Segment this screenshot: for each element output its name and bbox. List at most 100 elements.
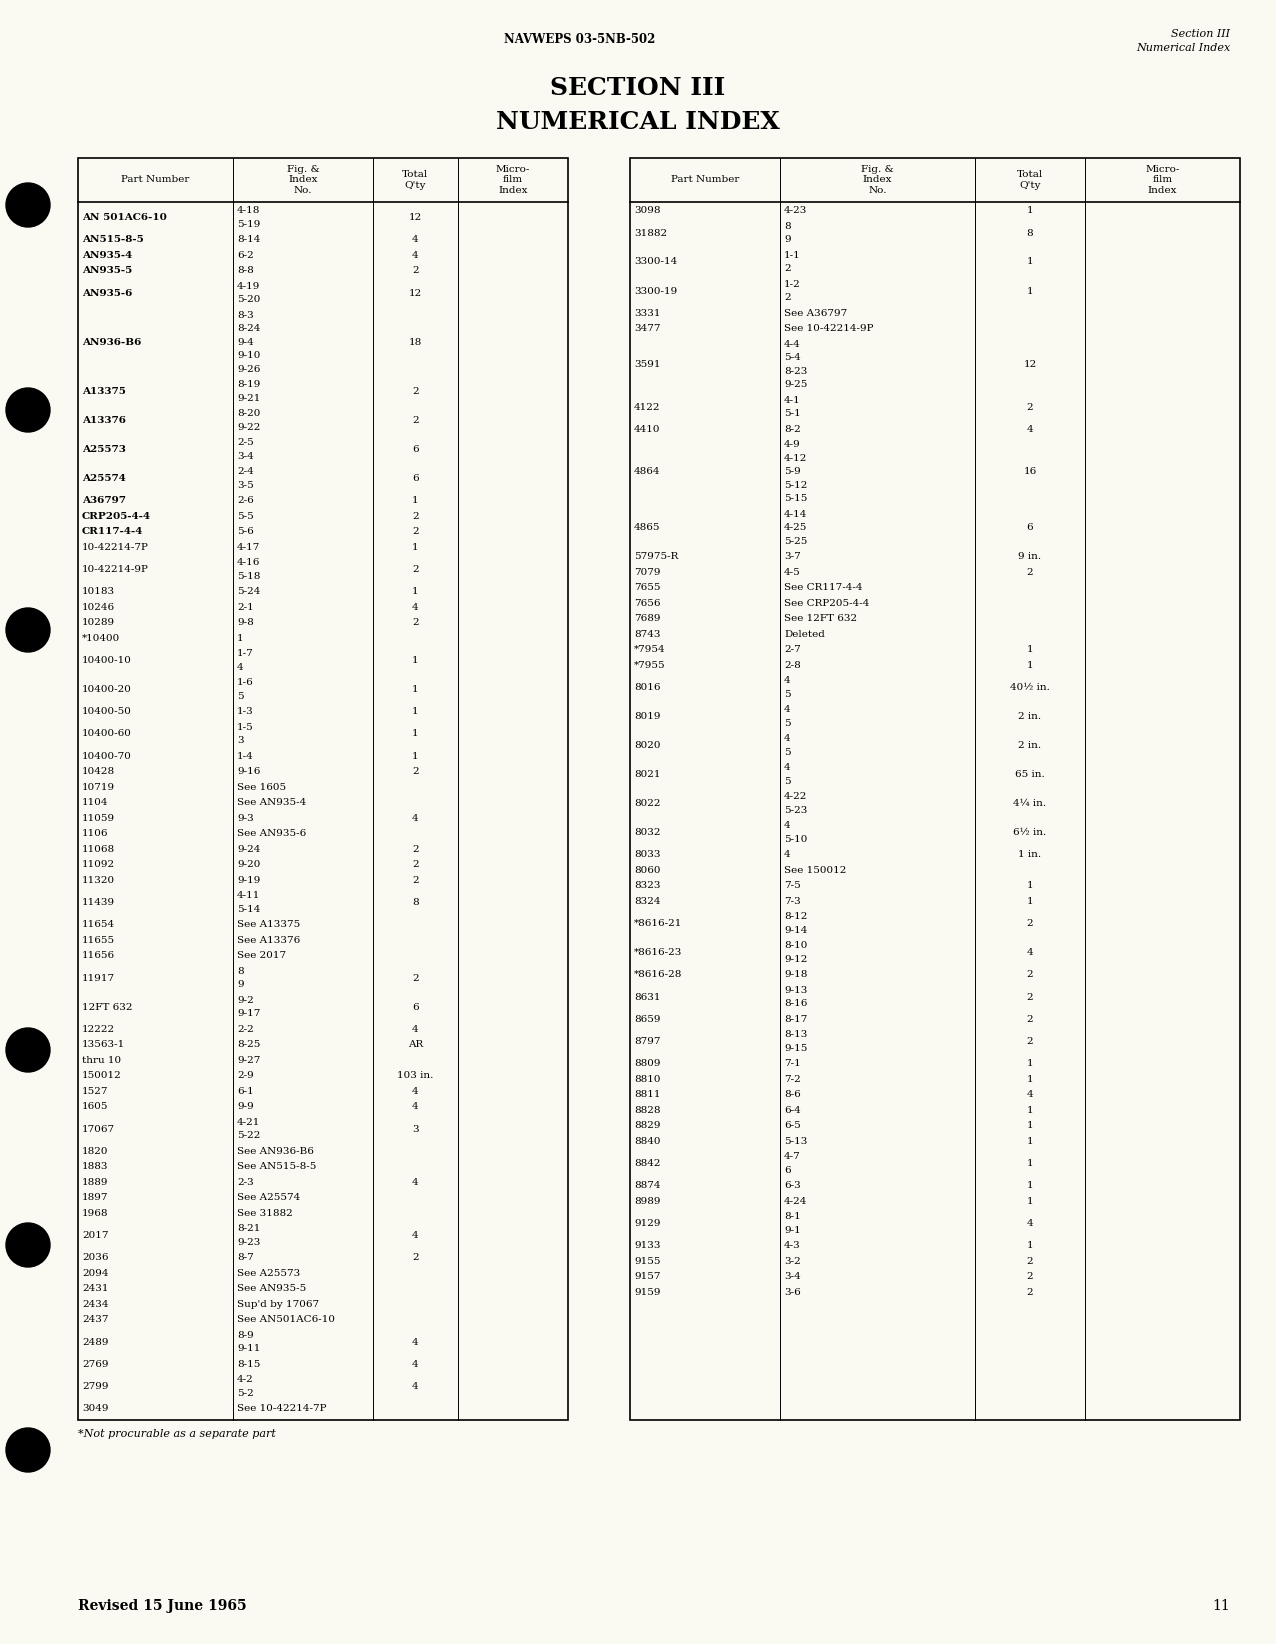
Text: 4: 4	[237, 663, 244, 672]
Text: 1-4: 1-4	[237, 751, 254, 761]
Text: 5-24: 5-24	[237, 587, 260, 597]
Text: 3: 3	[237, 737, 244, 745]
Text: 2: 2	[1027, 1037, 1034, 1046]
Text: 65 in.: 65 in.	[1016, 769, 1045, 779]
Text: 7656: 7656	[634, 598, 661, 608]
Text: NAVWEPS 03-5NB-502: NAVWEPS 03-5NB-502	[504, 33, 656, 46]
Text: See CR117-4-4: See CR117-4-4	[783, 584, 863, 592]
Text: A36797: A36797	[82, 496, 126, 505]
Text: 5-14: 5-14	[237, 904, 260, 914]
Text: 1: 1	[412, 751, 419, 761]
Text: 4: 4	[412, 1360, 419, 1369]
Text: 4-17: 4-17	[237, 543, 260, 552]
Text: Part Number: Part Number	[671, 176, 739, 184]
Text: 7079: 7079	[634, 567, 661, 577]
Text: 8016: 8016	[634, 682, 661, 692]
Text: See 10-42214-9P: See 10-42214-9P	[783, 324, 874, 334]
Text: 8324: 8324	[634, 896, 661, 906]
Text: Sup'd by 17067: Sup'd by 17067	[237, 1300, 319, 1309]
Text: See AN936-B6: See AN936-B6	[237, 1148, 314, 1156]
Text: 4: 4	[783, 763, 791, 773]
Text: 1: 1	[1027, 1059, 1034, 1069]
Text: 1897: 1897	[82, 1194, 108, 1202]
Text: 8-1: 8-1	[783, 1212, 801, 1221]
Text: 8-10: 8-10	[783, 942, 808, 950]
Text: 1: 1	[412, 707, 419, 717]
Text: 9: 9	[237, 980, 244, 990]
Text: 4: 4	[1027, 949, 1034, 957]
Text: 2036: 2036	[82, 1253, 108, 1263]
Text: 4: 4	[783, 850, 791, 860]
Text: 9-15: 9-15	[783, 1044, 808, 1052]
Text: 2: 2	[783, 293, 791, 302]
Text: 8323: 8323	[634, 881, 661, 891]
Text: 8-7: 8-7	[237, 1253, 254, 1263]
Text: 2434: 2434	[82, 1300, 108, 1309]
Text: 1968: 1968	[82, 1208, 108, 1218]
Text: 13563-1: 13563-1	[82, 1041, 125, 1049]
Text: 3049: 3049	[82, 1404, 108, 1414]
Text: 3-4: 3-4	[237, 452, 254, 460]
Text: 1: 1	[412, 686, 419, 694]
Text: 9-16: 9-16	[237, 768, 260, 776]
Text: See 10-42214-7P: See 10-42214-7P	[237, 1404, 327, 1414]
Text: 5-1: 5-1	[783, 409, 801, 418]
Text: 2017: 2017	[82, 1231, 108, 1240]
Text: 2: 2	[1027, 970, 1034, 980]
Text: 8809: 8809	[634, 1059, 661, 1069]
Text: 8840: 8840	[634, 1136, 661, 1146]
Text: 10400-10: 10400-10	[82, 656, 131, 666]
Text: 6: 6	[412, 1003, 419, 1011]
Text: 9133: 9133	[634, 1241, 661, 1249]
Text: 4: 4	[412, 1231, 419, 1240]
Text: 9129: 9129	[634, 1218, 661, 1228]
Text: 4: 4	[1027, 1218, 1034, 1228]
Text: 1-5: 1-5	[237, 723, 254, 732]
Text: 1: 1	[1027, 1106, 1034, 1115]
Text: 8-14: 8-14	[237, 235, 260, 245]
Text: 2: 2	[1027, 993, 1034, 1001]
Text: 4: 4	[783, 822, 791, 830]
Text: See 1605: See 1605	[237, 783, 286, 792]
Text: 4-3: 4-3	[783, 1241, 801, 1249]
Text: 3-4: 3-4	[783, 1272, 801, 1281]
Text: See AN515-8-5: See AN515-8-5	[237, 1162, 316, 1171]
Text: thru 10: thru 10	[82, 1055, 121, 1065]
Text: 4-22: 4-22	[783, 792, 808, 801]
Text: 8-12: 8-12	[783, 912, 808, 921]
Text: Total
Q'ty: Total Q'ty	[402, 169, 429, 189]
Text: 2 in.: 2 in.	[1018, 741, 1041, 750]
Text: 8020: 8020	[634, 741, 661, 750]
Text: 9159: 9159	[634, 1287, 661, 1297]
Text: 3331: 3331	[634, 309, 661, 317]
Text: A13376: A13376	[82, 416, 126, 426]
Text: 2-9: 2-9	[237, 1072, 254, 1080]
Text: 9-10: 9-10	[237, 352, 260, 360]
Text: 2: 2	[412, 768, 419, 776]
Text: 3300-14: 3300-14	[634, 258, 678, 266]
Text: 8631: 8631	[634, 993, 661, 1001]
Text: 5: 5	[783, 748, 791, 756]
Text: 7-5: 7-5	[783, 881, 801, 891]
Text: 5-12: 5-12	[783, 480, 808, 490]
Text: Fig. &
Index
No.: Fig. & Index No.	[861, 164, 894, 196]
Text: 4-24: 4-24	[783, 1197, 808, 1205]
Text: 11654: 11654	[82, 921, 115, 929]
Text: 4-18: 4-18	[237, 206, 260, 215]
Text: Micro-
film
Index: Micro- film Index	[496, 164, 531, 196]
Text: 5-25: 5-25	[783, 536, 808, 546]
Text: 8874: 8874	[634, 1182, 661, 1190]
Text: Section III: Section III	[1171, 30, 1230, 39]
Text: 1605: 1605	[82, 1101, 108, 1111]
Text: Deleted: Deleted	[783, 630, 824, 640]
Text: 10-42214-7P: 10-42214-7P	[82, 543, 149, 552]
Text: *7955: *7955	[634, 661, 666, 669]
Text: 8-23: 8-23	[783, 367, 808, 376]
Text: 1527: 1527	[82, 1087, 108, 1097]
Text: 6-5: 6-5	[783, 1121, 801, 1131]
Text: 8-6: 8-6	[783, 1090, 801, 1100]
Text: 6½ in.: 6½ in.	[1013, 829, 1046, 837]
Text: Micro-
film
Index: Micro- film Index	[1146, 164, 1180, 196]
Text: A13375: A13375	[82, 386, 126, 396]
Text: 8-21: 8-21	[237, 1225, 260, 1233]
